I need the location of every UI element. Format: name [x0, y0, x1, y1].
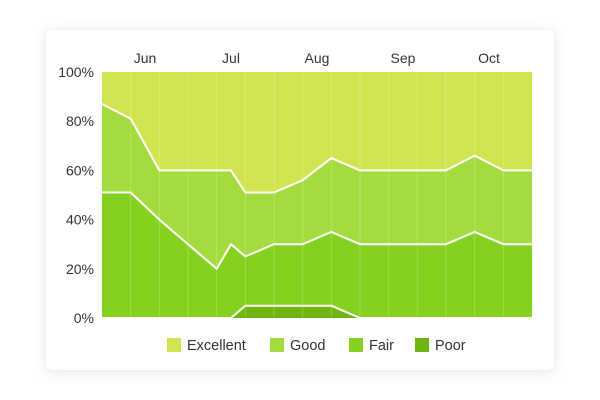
x-tick-label: Jul [222, 50, 240, 66]
y-tick-label: 80% [66, 113, 94, 129]
legend-swatch [349, 338, 363, 352]
legend-swatch [415, 338, 429, 352]
legend-label: Poor [435, 338, 466, 354]
series-boundary-lines [101, 103, 532, 319]
boundary-good [101, 103, 532, 194]
legend-swatch [270, 338, 284, 352]
area-poor [102, 305, 532, 318]
boundary-poor [102, 304, 532, 319]
x-tick-label: Sep [391, 50, 416, 66]
legend-label: Fair [369, 338, 394, 354]
area-fair [102, 192, 532, 318]
legend-item-fair: Fair [349, 338, 394, 354]
area-layers [102, 72, 532, 318]
area-good [102, 104, 532, 269]
x-tick-label: Jun [134, 50, 157, 66]
legend-swatch [167, 338, 181, 352]
y-axis-ticks: 0% 20% 40% 60% 80% 100% [58, 64, 94, 326]
legend: Excellent Good Fair Poor [167, 338, 466, 354]
legend-item-excellent: Excellent [167, 338, 246, 354]
legend-label: Excellent [187, 338, 246, 354]
y-tick-label: 60% [66, 162, 94, 178]
y-tick-label: 40% [66, 212, 94, 228]
y-tick-label: 0% [74, 310, 94, 326]
area-excellent [102, 72, 532, 193]
x-axis-ticks: Jun Jul Aug Sep Oct [134, 50, 500, 66]
x-tick-label: Aug [305, 50, 330, 66]
x-tick-label: Oct [478, 50, 500, 66]
legend-item-poor: Poor [415, 338, 466, 354]
y-tick-label: 20% [66, 261, 94, 277]
boundary-fair [102, 191, 532, 270]
legend-item-good: Good [270, 338, 325, 354]
legend-label: Good [290, 338, 325, 354]
vertical-gridlines [130, 72, 504, 318]
y-tick-label: 100% [58, 64, 94, 80]
